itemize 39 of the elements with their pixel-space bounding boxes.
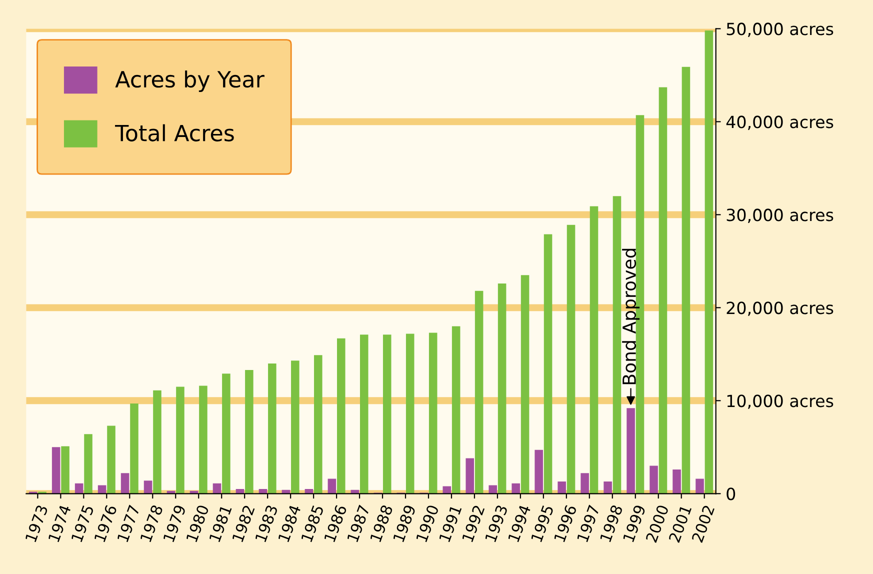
x-tick-label: 1996 bbox=[554, 504, 577, 542]
y-tick-label: 40,000 acres bbox=[726, 116, 834, 130]
x-tick-label: 1986 bbox=[324, 504, 348, 542]
x-tick-label: 2000 bbox=[645, 504, 669, 543]
x-tick-label: 1990 bbox=[416, 504, 439, 542]
x-tick-label: 1975 bbox=[70, 504, 94, 542]
y-tick-label: 50,000 acres bbox=[726, 22, 834, 37]
y-tick-label: 30,000 acres bbox=[726, 208, 834, 223]
x-tick-label: 1976 bbox=[94, 504, 118, 542]
x-tick-label: 1997 bbox=[576, 504, 600, 542]
x-tick-label: 1974 bbox=[48, 504, 72, 542]
x-tick-label: 2001 bbox=[668, 504, 692, 543]
x-tick-label: 1989 bbox=[392, 504, 416, 542]
x-tick-label: 1988 bbox=[370, 504, 393, 542]
y-tick-label: 20,000 acres bbox=[726, 302, 834, 316]
x-tick-label: 1980 bbox=[186, 504, 210, 542]
x-tick-label: 1992 bbox=[462, 504, 485, 542]
x-tick-label: 1995 bbox=[530, 504, 554, 542]
x-tick-label: 1985 bbox=[300, 504, 324, 542]
x-tick-label: 1982 bbox=[232, 504, 255, 542]
legend-label: Acres by Year bbox=[115, 70, 264, 92]
x-tick-label: 2002 bbox=[691, 504, 715, 543]
x-tick-label: 1984 bbox=[278, 504, 302, 542]
x-tick-label: 1987 bbox=[346, 504, 370, 542]
x-tick-label: 1998 bbox=[600, 504, 623, 542]
x-tick-label: 1999 bbox=[622, 504, 646, 542]
x-tick-label: 1994 bbox=[508, 504, 531, 542]
x-tick-label: 1977 bbox=[116, 504, 140, 542]
x-tick-label: 1978 bbox=[140, 504, 164, 542]
y-tick-label: 10,000 acres bbox=[727, 394, 834, 409]
legend-label: Total Acres bbox=[115, 124, 234, 142]
x-tick-label: 1993 bbox=[484, 504, 508, 542]
x-tick-label: 1983 bbox=[254, 504, 278, 542]
x-tick-label: 1979 bbox=[162, 504, 186, 542]
x-tick-label: 1973 bbox=[24, 504, 48, 542]
x-tick-label: 1981 bbox=[208, 504, 232, 542]
y-tick-label: 0 bbox=[726, 488, 736, 500]
x-tick-label: 1991 bbox=[438, 504, 462, 542]
annotation: Bond Approved bbox=[622, 248, 640, 384]
